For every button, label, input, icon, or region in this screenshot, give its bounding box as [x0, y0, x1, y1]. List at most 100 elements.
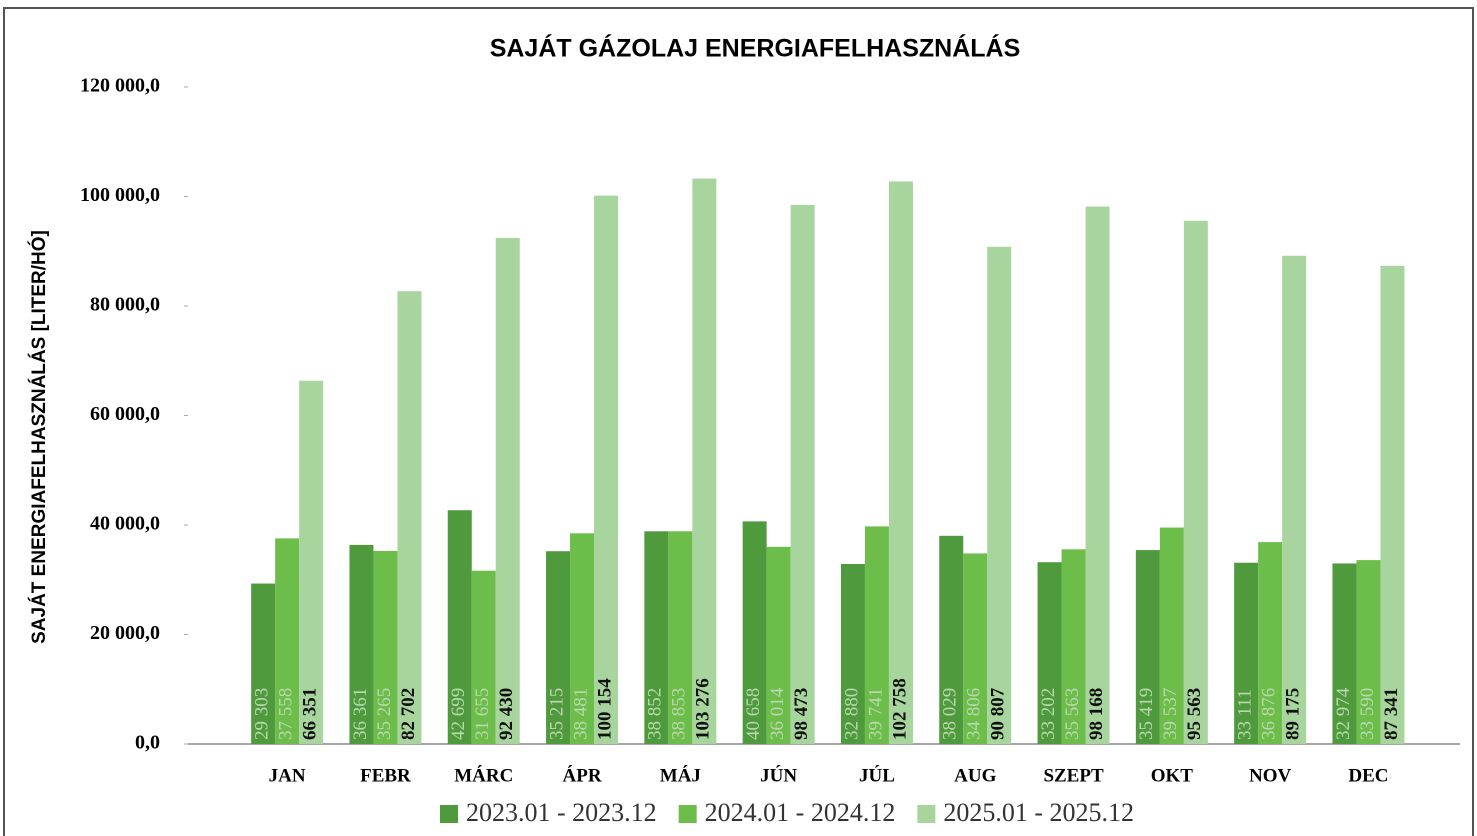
legend-label: 2023.01 - 2023.12	[466, 798, 657, 827]
data-label: 33 590	[1357, 688, 1378, 740]
bar	[939, 535, 964, 744]
bar	[471, 570, 496, 744]
bar	[692, 178, 717, 744]
data-label: 38 853	[669, 688, 690, 740]
data-label: 36 014	[767, 687, 788, 740]
x-tick-label: ÁPR	[563, 764, 602, 786]
data-label: 92 430	[496, 688, 517, 740]
data-label: 98 473	[791, 688, 812, 740]
bar	[1258, 542, 1283, 744]
bar	[570, 533, 595, 744]
bar	[1061, 549, 1086, 744]
data-label: 87 341	[1381, 688, 1402, 740]
y-tick-label: 100 000,0	[80, 184, 160, 206]
data-label: 37 558	[276, 688, 297, 740]
bar	[1037, 562, 1062, 744]
data-label: 32 974	[1333, 687, 1354, 740]
bar	[594, 195, 619, 744]
data-label: 32 880	[841, 688, 862, 740]
legend-label: 2025.01 - 2025.12	[943, 798, 1134, 827]
bar	[447, 510, 472, 744]
bar	[397, 291, 422, 744]
chart-title: SAJÁT GÁZOLAJ ENERGIAFELHASZNÁLÁS	[490, 34, 1021, 63]
y-axis-label: SAJÁT ENERGIAFELHASZNÁLÁS [LITER/HÓ]	[28, 230, 50, 644]
x-tick-label: MÁJ	[660, 764, 701, 786]
data-label: 35 563	[1062, 688, 1083, 740]
bar	[790, 204, 815, 744]
bar	[1159, 527, 1184, 744]
bar	[888, 181, 913, 744]
x-tick-label: DEC	[1348, 765, 1388, 786]
x-tick-label: OKT	[1151, 765, 1194, 786]
bar	[864, 526, 889, 744]
data-label: 31 655	[472, 688, 493, 740]
data-label: 66 351	[300, 688, 321, 740]
data-label: 36 876	[1259, 688, 1280, 740]
bar	[1085, 206, 1110, 744]
bar	[1380, 265, 1405, 744]
y-tick-label: 60 000,0	[90, 403, 160, 425]
x-tick-label: FEBR	[360, 765, 411, 786]
data-label: 34 806	[964, 688, 985, 740]
data-label: 36 361	[350, 688, 371, 740]
data-label: 42 699	[448, 688, 469, 740]
bar	[668, 531, 693, 744]
y-tick-label: 20 000,0	[90, 622, 160, 644]
x-tick-label: AUG	[954, 765, 996, 786]
data-label: 89 175	[1283, 688, 1304, 740]
bar	[349, 544, 374, 744]
legend-swatch	[440, 805, 458, 823]
data-label: 35 265	[374, 688, 395, 740]
bar	[644, 531, 669, 744]
data-label: 39 537	[1160, 688, 1181, 740]
data-label: 29 303	[252, 688, 273, 740]
data-label: 39 741	[865, 688, 886, 740]
legend-label: 2024.01 - 2024.12	[705, 798, 896, 827]
legend-swatch	[917, 805, 936, 823]
x-tick-label: MÁRC	[454, 764, 513, 786]
x-tick-label: JAN	[269, 765, 306, 786]
data-label: 38 852	[645, 688, 666, 740]
bar	[1135, 550, 1160, 744]
bar	[1356, 560, 1381, 744]
data-label: 35 419	[1136, 688, 1157, 740]
bar	[251, 583, 276, 744]
data-label: 33 202	[1038, 688, 1059, 740]
y-tick-label: 0,0	[135, 732, 160, 754]
bar	[1332, 563, 1357, 744]
x-tick-label: JÚN	[760, 764, 797, 786]
bar	[742, 521, 767, 744]
data-label: 40 658	[743, 688, 764, 740]
y-tick-label: 120 000,0	[80, 75, 160, 97]
bar	[1234, 562, 1259, 744]
bar	[987, 246, 1012, 745]
data-label: 98 168	[1086, 688, 1107, 740]
x-tick-label: JÚL	[859, 764, 895, 786]
x-tick-label: SZEPT	[1043, 765, 1104, 786]
data-label: 35 215	[546, 688, 567, 740]
data-label: 103 276	[693, 678, 714, 740]
y-tick-label: 40 000,0	[90, 513, 160, 535]
bar	[1183, 220, 1208, 744]
bar	[766, 546, 791, 744]
x-tick-label: NOV	[1249, 765, 1292, 786]
data-label: 102 758	[889, 678, 910, 740]
bar	[495, 237, 520, 745]
data-label: 82 702	[398, 688, 419, 740]
data-label: 38 481	[570, 688, 591, 740]
bar	[963, 553, 988, 744]
data-label: 95 563	[1184, 688, 1205, 740]
bar	[373, 550, 398, 744]
data-label: 90 807	[988, 687, 1009, 740]
bar	[546, 551, 571, 744]
y-tick-label: 80 000,0	[90, 294, 160, 316]
frame	[3, 7, 1474, 836]
bar	[299, 380, 324, 744]
bar	[1282, 255, 1307, 744]
data-label: 38 029	[940, 688, 961, 740]
bar	[275, 538, 300, 744]
legend-swatch	[678, 805, 697, 823]
data-label: 33 111	[1235, 689, 1256, 740]
data-label: 100 154	[594, 678, 615, 740]
